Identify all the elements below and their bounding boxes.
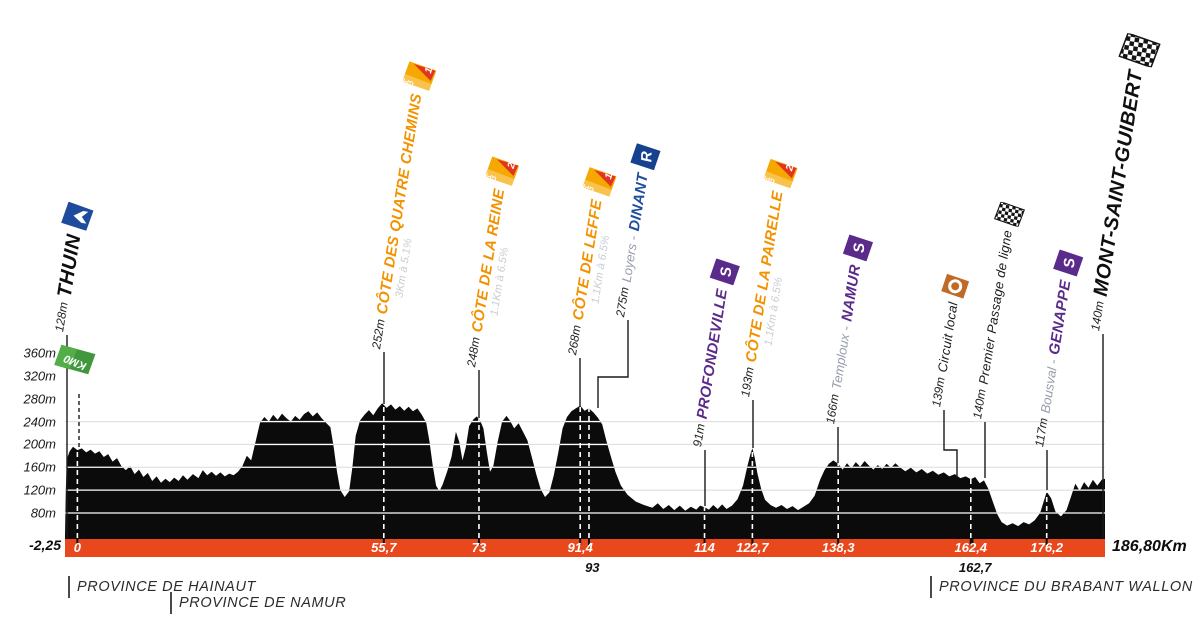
km-label-0: 0 <box>73 540 81 555</box>
sflag-icon: S <box>708 258 741 286</box>
elevation-label-120: 120m <box>23 482 56 498</box>
start-icon <box>60 201 96 232</box>
elevation-label-160: 160m <box>23 459 56 475</box>
connector-dinant <box>597 320 629 408</box>
elevation-label-360: 360m <box>23 345 56 361</box>
province-label: PROVINCE DE NAMUR <box>170 592 346 614</box>
elevation-label-240: 240m <box>23 414 56 430</box>
feed-zone-r-icon: R <box>630 142 661 170</box>
km0-flag-icon: KM0 <box>54 344 96 375</box>
start-flag-icon <box>61 201 94 232</box>
sprint-s-icon: S <box>1053 249 1084 277</box>
km-label-122-7: 122,7 <box>736 540 769 555</box>
sflag-icon: S <box>1051 249 1084 277</box>
sprint-s-icon: S <box>709 258 740 286</box>
circuit-icon <box>941 273 970 299</box>
svg-text:1: 1 <box>603 171 615 180</box>
km-label-114: 114 <box>694 540 715 555</box>
finish_s-icon <box>993 201 1026 228</box>
km-label-138-3: 138,3 <box>821 540 855 555</box>
km-label-162-7: 162,7 <box>958 560 992 575</box>
distance-bar <box>65 539 1105 557</box>
km-label-55-7: 55,7 <box>371 540 397 555</box>
km-label-93: 93 <box>585 560 600 575</box>
elevation-profile-area <box>65 403 1105 539</box>
sprint-s-icon: S <box>842 234 874 262</box>
km-label-162-4: 162,4 <box>954 540 988 555</box>
elevation-label-320: 320m <box>23 368 56 384</box>
svg-text:1: 1 <box>423 66 435 75</box>
km-label-176-2: 176,2 <box>1030 540 1063 555</box>
elevation-label-280: 280m <box>23 391 56 407</box>
province-label: PROVINCE DE HAINAUT <box>68 576 256 598</box>
svg-text:S: S <box>1061 258 1078 268</box>
elevation-label-200: 200m <box>23 436 56 452</box>
km-label-73: 73 <box>471 540 487 555</box>
rflag-icon: R <box>629 142 662 170</box>
svg-text:S: S <box>718 267 735 277</box>
svg-text:2: 2 <box>784 163 797 173</box>
svg-text:2: 2 <box>506 161 519 171</box>
km0-icon: KM0 <box>51 343 97 377</box>
km-label-91-4: 91,4 <box>567 540 593 555</box>
svg-text:R: R <box>638 151 655 162</box>
total-distance-label: 186,80Km <box>1112 538 1187 555</box>
neutral-start-km-label: -2,25 <box>29 537 61 553</box>
elevation-value: 91m <box>690 422 708 448</box>
connector-circuit-local <box>943 410 958 478</box>
province-label: PROVINCE DU BRABANT WALLON <box>930 576 1193 598</box>
sflag-icon: S <box>841 234 874 262</box>
circuit-icon <box>940 273 971 299</box>
svg-text:S: S <box>851 243 868 253</box>
finish-flag-icon <box>993 201 1026 228</box>
finish-flag-icon <box>1118 32 1161 69</box>
elevation-label-80: 80m <box>30 505 56 521</box>
finish_b-icon <box>1117 32 1161 69</box>
